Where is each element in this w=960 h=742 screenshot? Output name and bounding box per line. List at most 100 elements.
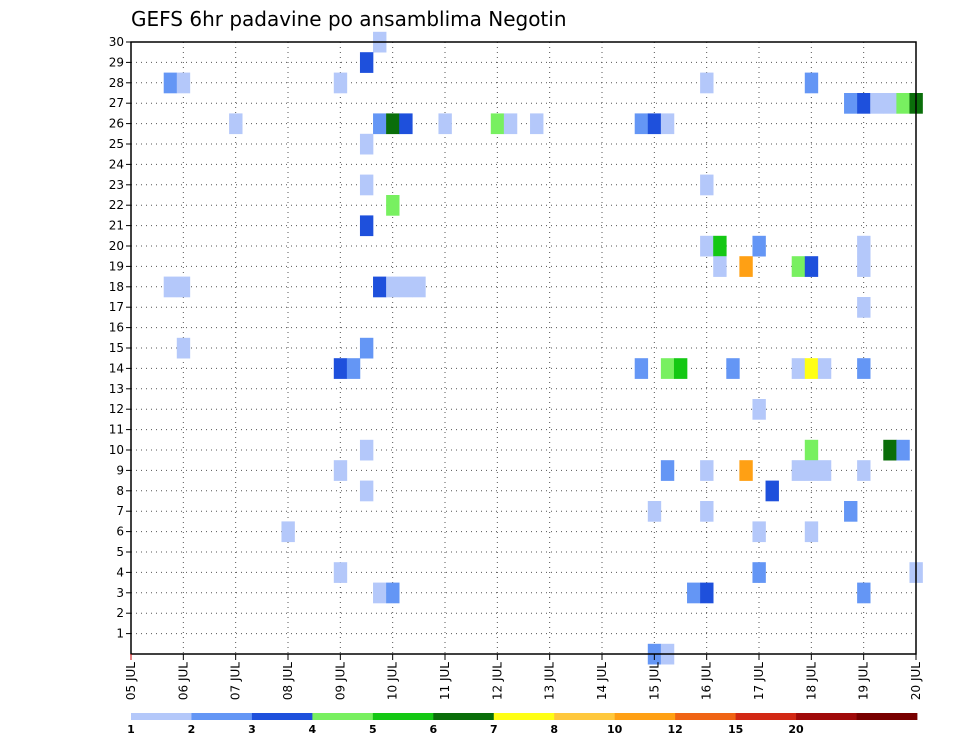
colorbar-swatch	[675, 713, 737, 720]
heatmap-cell	[373, 113, 387, 135]
colorbar-swatch	[372, 713, 434, 720]
colorbar-swatch	[131, 713, 192, 720]
y-tick-label: 13	[109, 382, 124, 396]
heatmap-cell	[700, 174, 714, 196]
y-tick-label: 3	[116, 586, 124, 600]
x-tick-label: 20 JUL	[909, 662, 923, 700]
plot-frame	[130, 41, 917, 655]
x-tick-label: 08 JUL	[281, 662, 295, 700]
heatmap-cell	[752, 521, 766, 543]
y-tick-label: 10	[109, 443, 124, 457]
colorbar-swatch	[433, 713, 495, 720]
heatmap-cell	[857, 297, 871, 318]
heatmap-cell	[700, 72, 714, 94]
colorbar-label: 12	[667, 723, 682, 736]
heatmap-cell	[804, 460, 819, 481]
heatmap-cell	[804, 256, 819, 277]
heatmap-cell	[752, 562, 766, 583]
y-tick-label: 12	[109, 402, 124, 416]
colorbar-swatch	[614, 713, 676, 720]
heatmap-cell	[673, 358, 688, 379]
y-tick-label: 15	[109, 341, 124, 355]
heatmap-cell	[713, 256, 727, 277]
heatmap-cell	[634, 113, 649, 135]
colorbar-label: 1	[127, 723, 135, 736]
colorbar-label: 6	[429, 723, 437, 736]
heatmap-cell	[857, 358, 871, 379]
heatmap-cell	[176, 72, 191, 94]
y-tick-label: 9	[116, 463, 124, 477]
colorbar: 1 2 3 4 5 6 7 8 10 12 15 20	[127, 713, 918, 736]
heatmap-cell	[857, 93, 871, 114]
heatmap-cell	[399, 113, 413, 135]
x-tick-label: 05 JUL	[124, 662, 138, 700]
y-tick-label: 16	[109, 321, 124, 335]
colorbar-label: 15	[728, 723, 743, 736]
heatmap-cell	[700, 582, 714, 604]
heatmap-cell	[713, 235, 727, 257]
y-tick-label: 5	[116, 545, 124, 559]
x-tick-label: 10 JUL	[386, 662, 400, 700]
heatmap-cell	[359, 174, 374, 196]
grid-lines	[131, 41, 916, 654]
x-tick-label: 12 JUL	[490, 662, 504, 700]
heatmap-cell	[765, 480, 779, 502]
heatmap-cell	[883, 93, 897, 114]
heatmap-cell	[857, 256, 871, 277]
heatmap-cell	[399, 276, 413, 298]
x-tick-label: 13 JUL	[543, 662, 557, 700]
colorbar-swatch	[856, 713, 918, 720]
heatmap-cell	[281, 521, 295, 543]
colorbar-swatch	[251, 713, 313, 720]
heatmap-cell	[359, 439, 374, 461]
heatmap-cell	[752, 399, 766, 420]
y-tick-label: 1	[116, 627, 124, 641]
y-tick-label: 24	[109, 157, 124, 171]
colorbar-swatch	[312, 713, 374, 720]
heatmap-cell	[647, 113, 662, 135]
heatmap-cell	[176, 276, 191, 298]
x-tick-label: 07 JUL	[229, 662, 243, 700]
heatmap-cell	[346, 358, 361, 379]
heatmap-cell	[804, 358, 819, 379]
heatmap-cell	[687, 582, 701, 604]
y-tick-label: 7	[116, 504, 124, 518]
heatmap-cell	[412, 276, 426, 298]
heatmap-cell	[229, 113, 243, 135]
heatmap-cell	[844, 93, 858, 114]
heatmap-cell	[359, 480, 374, 502]
y-tick-label: 6	[116, 525, 124, 539]
x-tick-label: 17 JUL	[752, 662, 766, 700]
heatmap-cell	[752, 235, 766, 257]
x-tick-label: 19 JUL	[857, 662, 871, 700]
heatmap-cell	[857, 235, 871, 257]
heatmap-cell	[333, 358, 348, 379]
x-tick-label: 15 JUL	[647, 662, 661, 700]
heatmap-cell	[857, 460, 871, 481]
y-tick-label: 17	[109, 300, 124, 314]
heatmap-cell	[359, 215, 374, 237]
heatmap-cell	[857, 582, 871, 604]
heatmap-cell	[791, 460, 806, 481]
heatmap-cell	[660, 113, 675, 135]
y-axis: 1234567891011121314151617181920212223242…	[109, 35, 131, 641]
colorbar-swatch	[735, 713, 797, 720]
colorbar-label: 20	[788, 723, 804, 736]
chart-title: GEFS 6hr padavine po ansamblima Negotin	[131, 7, 567, 31]
heatmap-cell	[176, 337, 191, 359]
heatmap-cell	[791, 358, 806, 379]
heatmap-cell	[844, 501, 858, 522]
heatmap-cell	[634, 358, 649, 379]
heatmap-cell	[896, 93, 910, 114]
heatmap-cell	[386, 582, 400, 604]
heatmap-cell	[726, 358, 740, 379]
y-tick-label: 18	[109, 280, 124, 294]
heatmap-cell	[870, 93, 884, 114]
colorbar-label: 2	[188, 723, 196, 736]
heatmap-cell	[896, 439, 910, 461]
heatmap-cell	[333, 562, 348, 583]
heatmap-cell	[739, 460, 753, 481]
heatmap-cell	[163, 276, 178, 298]
y-tick-label: 4	[116, 565, 124, 579]
